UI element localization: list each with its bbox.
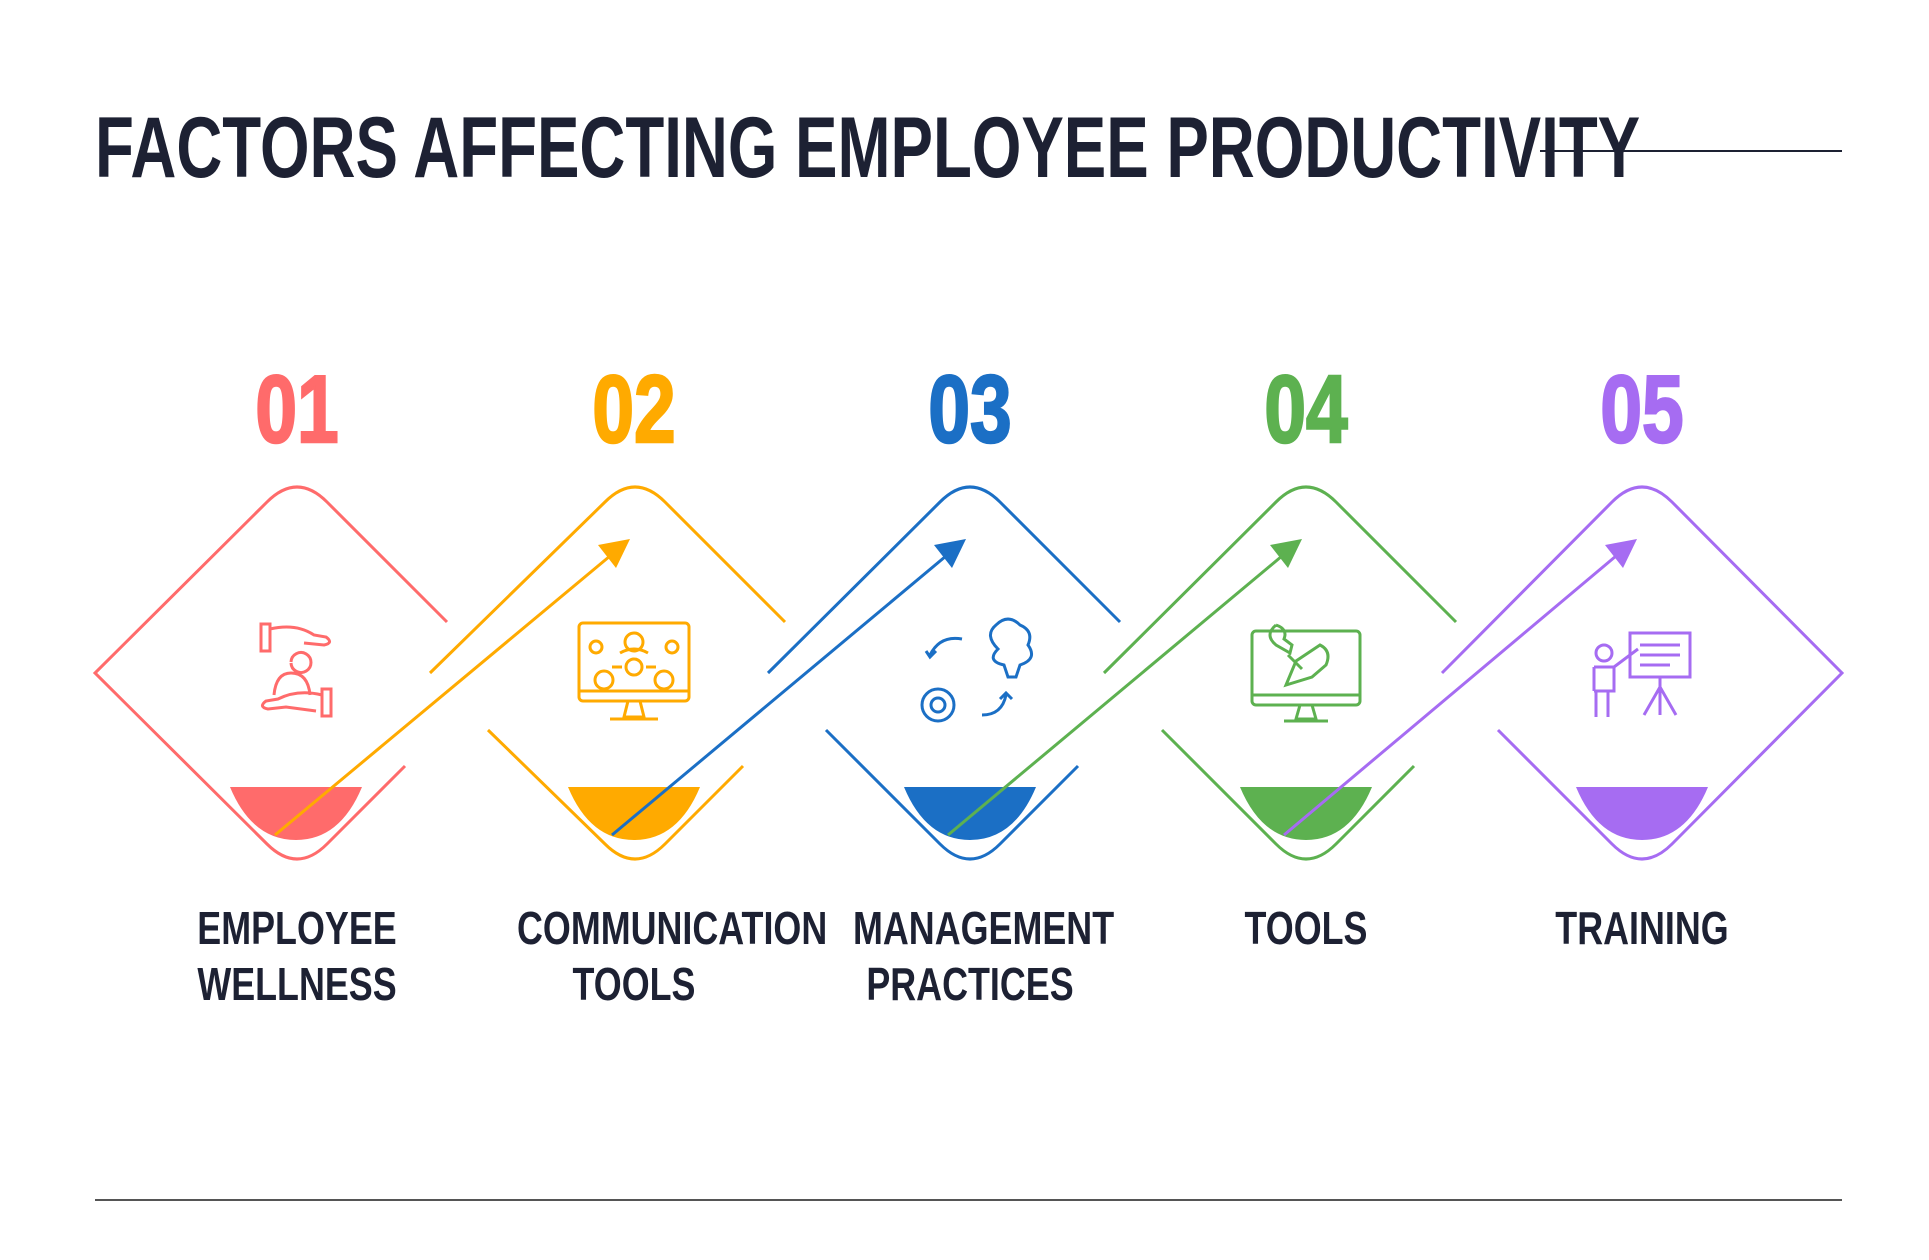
step-4-shape bbox=[1102, 485, 1458, 861]
step-4-arrow-line bbox=[947, 554, 1283, 837]
step-3-diamond-right bbox=[824, 728, 1080, 861]
step-1-shape bbox=[92, 485, 449, 861]
step-5-label: TRAINING bbox=[1555, 902, 1729, 954]
step-4-label: TOOLS bbox=[1244, 902, 1368, 954]
step-5-shape bbox=[1440, 485, 1845, 861]
step-2-bowl bbox=[568, 787, 700, 840]
monitor-network-icon bbox=[577, 621, 691, 721]
step-4-arrow-head bbox=[1270, 539, 1302, 568]
step-2-arrow-line bbox=[274, 554, 611, 837]
step-2-diamond-left bbox=[428, 485, 787, 675]
step-3-label: MANAGEMENT PRACTICES bbox=[853, 902, 1115, 1010]
step-3-bowl bbox=[904, 787, 1036, 840]
step-2-arrow bbox=[274, 539, 630, 837]
presenter-board-icon bbox=[1592, 631, 1692, 717]
step-2-label: COMMUNICATION TOOLS bbox=[517, 902, 828, 1010]
step-2-shape bbox=[428, 485, 787, 861]
step-4-number: 04 bbox=[1263, 356, 1348, 463]
footer-divider bbox=[95, 1199, 1842, 1201]
step-1-diamond-left bbox=[92, 485, 449, 861]
step-5-arrow bbox=[1283, 539, 1637, 837]
hands-holding-person-icon bbox=[259, 622, 333, 718]
step-3-number: 03 bbox=[927, 356, 1012, 463]
step-4-arrow bbox=[947, 539, 1302, 837]
step-4-diamond-left bbox=[1102, 485, 1458, 675]
step-3-diamond-left bbox=[766, 485, 1122, 675]
step-5-arrow-head bbox=[1605, 539, 1637, 568]
step-4-bowl bbox=[1240, 787, 1372, 840]
title-divider bbox=[1540, 150, 1842, 152]
step-3-arrow bbox=[611, 539, 966, 837]
step-2-number: 02 bbox=[591, 356, 676, 463]
step-1-bowl bbox=[230, 787, 362, 840]
step-5-diamond-left bbox=[1440, 485, 1845, 861]
step-2-arrow-head bbox=[598, 539, 630, 568]
step-1-label: EMPLOYEE WELLNESS bbox=[197, 902, 397, 1010]
step-5-number: 05 bbox=[1599, 356, 1684, 463]
step-3-arrow-head bbox=[934, 539, 966, 568]
step-4-diamond-right bbox=[1160, 728, 1416, 861]
step-3-shape bbox=[766, 485, 1122, 861]
step-5-arrow-line bbox=[1283, 554, 1617, 837]
brain-gear-cycle-icon bbox=[920, 617, 1034, 723]
monitor-wrench-icon bbox=[1250, 623, 1362, 723]
step-2-diamond-right bbox=[486, 728, 745, 861]
step-1-number: 01 bbox=[254, 356, 339, 463]
step-5-bowl bbox=[1576, 787, 1708, 840]
step-3-arrow-line bbox=[611, 554, 947, 837]
